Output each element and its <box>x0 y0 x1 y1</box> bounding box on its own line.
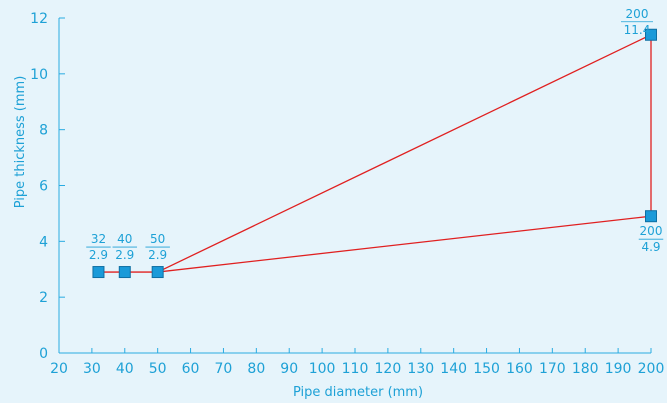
series-line-segment <box>157 215 652 273</box>
x-tick-label: 80 <box>247 361 265 377</box>
x-tick-label: 50 <box>149 361 167 377</box>
x-tick-label: 180 <box>572 361 599 377</box>
point-labels: 32 2.9 40 2.9 50 2.9 200 11.4 200 4.9 <box>86 7 664 262</box>
point-label-thickness: 2.9 <box>148 248 167 262</box>
point-label-thickness: 2.9 <box>89 248 108 262</box>
x-tick-label: 30 <box>83 361 101 377</box>
point-label-diameter: 200 <box>626 7 649 21</box>
y-tick-label: 2 <box>39 290 48 306</box>
x-tick-label: 160 <box>506 361 533 377</box>
point-label-diameter: 40 <box>117 232 132 246</box>
point-label-diameter: 200 <box>640 224 663 238</box>
y-tick-label: 8 <box>39 123 48 139</box>
x-tick-label: 100 <box>309 361 336 377</box>
y-tick-label: 4 <box>39 234 48 250</box>
y-tick-label: 10 <box>30 67 48 83</box>
x-tick-label: 190 <box>605 361 632 377</box>
y-tick-label: 6 <box>39 179 48 195</box>
point-label-diameter: 50 <box>150 232 165 246</box>
point-label-thickness: 2.9 <box>115 248 134 262</box>
y-tick-label: 0 <box>39 346 48 362</box>
point-label-thickness: 4.9 <box>641 240 660 254</box>
point-label-thickness: 11.4 <box>624 23 651 37</box>
data-point-marker <box>645 28 657 41</box>
data-point-marker <box>92 266 105 279</box>
x-tick-label: 130 <box>407 361 434 377</box>
y-axis-title: Pipe thickness (mm) <box>13 76 28 209</box>
data-point-marker <box>118 266 131 279</box>
point-label-diameter: 32 <box>91 232 106 246</box>
x-axis-title: Pipe diameter (mm) <box>293 385 423 400</box>
axes: 20 30 40 50 60 70 80 90 100 110 120 130 140 150 160 170… <box>30 11 664 377</box>
series-line-segment <box>157 34 652 273</box>
x-tick-label: 90 <box>280 361 298 377</box>
x-tick-label: 20 <box>50 361 68 377</box>
x-tick-label: 70 <box>215 361 233 377</box>
data-point-marker <box>151 266 164 279</box>
x-tick-label: 110 <box>342 361 369 377</box>
x-tick-label: 200 <box>638 361 665 377</box>
data-lines <box>98 34 652 273</box>
x-tick-label: 40 <box>116 361 134 377</box>
x-tick-label: 140 <box>440 361 467 377</box>
x-tick-label: 120 <box>375 361 402 377</box>
data-point-marker <box>645 210 657 223</box>
x-tick-label: 170 <box>539 361 566 377</box>
x-tick-label: 150 <box>473 361 500 377</box>
data-points <box>92 28 657 279</box>
y-tick-label: 12 <box>30 11 48 27</box>
x-tick-label: 60 <box>182 361 200 377</box>
